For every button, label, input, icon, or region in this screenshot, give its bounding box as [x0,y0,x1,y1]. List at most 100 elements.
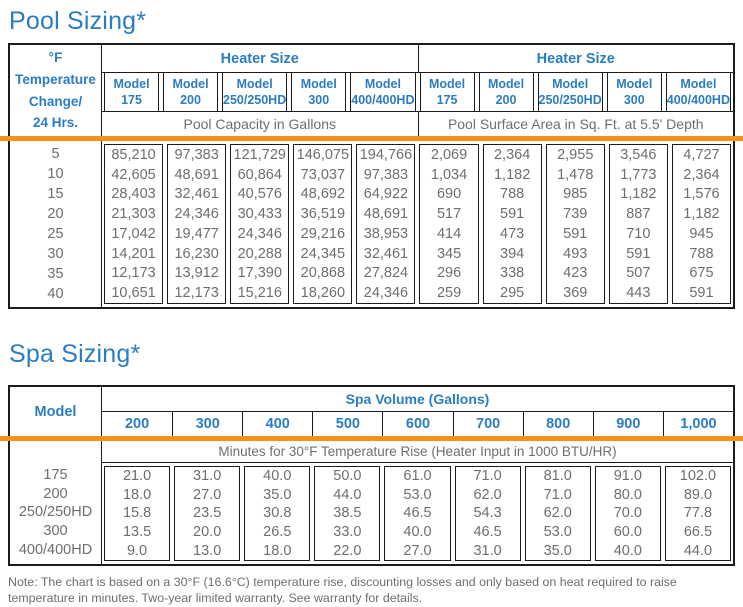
pool-capacity-column: 146,075 73,037 48,692 36,519 29,216 24,345 20,… [293,144,353,304]
pool-temp-value: 25 [47,226,64,242]
pool-capacity-value: 97,383 [363,166,409,183]
pool-corner-header: °F Temperature Change/ 24 Hrs. [10,45,102,136]
pool-capacity-value: 40,576 [237,186,282,203]
spa-model-column: 175 200 250/250HD 300 400/400HD [10,441,102,564]
spa-minutes-value: 66.5 [683,524,713,541]
pool-surface-value: 507 [626,265,651,282]
spa-volume-number: 900 [592,412,663,436]
spa-minutes-value: 80.0 [613,486,642,503]
footnote: Note: The chart is based on a 30°F (16.6… [8,575,677,605]
heater-size-header-left: Heater Size [102,45,418,73]
spa-volume-number: 300 [172,412,242,436]
pool-surface-value: 2,069 [430,146,468,163]
spa-minutes-value: 53.0 [543,524,572,541]
spa-minutes-value: 27.0 [193,486,222,503]
spa-volume-number: 1,000 [662,412,733,436]
pool-surface-column: 4,727 2,364 1,576 1,182 945 788 675 591 [671,144,731,304]
pool-capacity-value: 32,461 [363,245,409,262]
pool-surface-value: 675 [689,265,714,282]
spa-minutes-value: 61.0 [403,468,432,485]
spa-model-value: 250/250HD [18,504,93,521]
model-word: Model [616,76,653,91]
spa-minutes-value: 50.0 [333,468,362,485]
pool-temp-value: 20 [47,206,64,222]
spa-volume-header: Spa Volume (Gallons) [102,387,733,412]
model-word: Model [552,76,589,91]
heater-size-header-right: Heater Size [417,45,733,73]
pool-capacity-value: 73,037 [300,166,346,183]
model-word: Model [680,76,717,91]
pool-capacity-value: 85,210 [111,146,156,163]
pool-capacity-value: 24,346 [363,285,409,302]
spa-minutes-column: 40.0 35.0 30.8 26.5 18.0 [244,466,311,561]
pool-surface-value: 4,727 [683,146,720,163]
spa-minutes-value: 22.0 [333,542,362,559]
model-word: Model [487,76,525,91]
pool-capacity-value: 97,383 [174,146,219,163]
pool-capacity-band: Pool Capacity in Gallons [102,111,418,136]
spa-minutes-band: Minutes for 30°F Temperature Rise (Heate… [102,441,733,463]
pool-surface-value: 710 [626,225,651,242]
pool-surface-value: 591 [563,225,588,242]
pool-capacity-value: 17,042 [111,225,156,242]
spa-volume-number: 400 [242,412,312,436]
spa-minutes-value: 27.0 [403,542,432,559]
pool-capacity-value: 18,260 [300,285,346,302]
spa-minutes-value: 35.0 [543,542,572,559]
spa-minutes-value: 70.0 [613,505,642,522]
spa-model-header: Model [10,387,102,436]
spa-minutes-value: 46.5 [403,505,432,522]
spa-minutes-value: 38.5 [333,505,362,522]
pool-capacity-value: 146,075 [296,146,350,163]
model-size: 250/250HD [223,93,287,107]
pool-capacity-value: 12,173 [111,265,156,282]
pool-surface-value: 423 [563,265,588,282]
pool-surface-value: 1,182 [683,206,720,223]
spa-minutes-value: 62.0 [543,505,572,522]
spa-minutes-column: 61.0 53.0 46.5 40.0 27.0 [384,466,451,561]
pool-capacity-value: 24,346 [174,206,219,223]
pool-surface-column: 3,546 1,773 1,182 887 710 591 507 443 [608,144,668,304]
pool-surface-value: 2,364 [493,146,531,163]
pool-capacity-column: 121,729 60,864 40,576 30,433 24,346 20,288 17,… [230,144,290,304]
spa-model-value: 300 [43,523,68,540]
spa-model-value: 200 [43,485,68,502]
spa-volume-number: 700 [452,412,523,436]
pool-capacity-value: 24,345 [300,245,346,262]
pool-model-header-box: Model 250/250HD [222,73,288,111]
pool-surface-value: 295 [500,285,525,302]
model-word: Model [428,76,466,91]
pool-temp-value: 15 [47,186,64,202]
pool-temp-value: 30 [47,246,64,262]
spa-minutes-value: 44.0 [333,486,362,503]
pool-capacity-value: 48,692 [300,186,346,203]
pool-capacity-value: 28,403 [111,186,156,203]
pool-surface-column: 2,955 1,478 985 739 591 493 423 369 [545,144,605,304]
pool-capacity-column: 97,383 48,691 32,461 24,346 19,477 16,230 13,9… [167,144,227,304]
pool-surface-value: 345 [436,245,462,262]
pool-capacity-value: 32,461 [174,186,219,203]
pool-model-header-box: Model 200 [163,73,218,111]
pool-surface-value: 985 [563,186,588,203]
pool-surface-value: 2,364 [683,166,720,183]
pool-table-body: 5 10 15 20 25 30 35 40 85,210 42,605 28,403 21,303… [8,141,735,309]
pool-orange-band [0,136,743,141]
spa-minutes-column: 71.0 62.0 54.3 46.5 31.0 [454,466,521,561]
pool-capacity-value: 14,201 [111,245,156,262]
pool-surface-value: 1,576 [683,186,720,203]
pool-capacity-value: 29,216 [300,225,346,242]
pool-surface-value: 1,034 [430,166,468,183]
spa-orange-band [0,436,743,441]
spa-minutes-value: 81.0 [543,468,572,485]
spa-volume-number: 200 [124,416,150,432]
spa-minutes-column: 81.0 71.0 62.0 53.0 35.0 [524,466,591,561]
pool-capacity-value: 13,912 [174,265,219,282]
pool-surface-value: 1,182 [493,166,531,183]
pool-surface-value: 788 [500,186,525,203]
model-size: 200 [495,93,517,107]
pool-model-header-box: Model 200 [478,73,534,111]
spa-minutes-value: 18.0 [122,486,152,503]
spa-minutes-value: 102.0 [679,468,717,485]
model-size: 300 [623,93,645,107]
pool-capacity-value: 64,922 [363,186,409,203]
